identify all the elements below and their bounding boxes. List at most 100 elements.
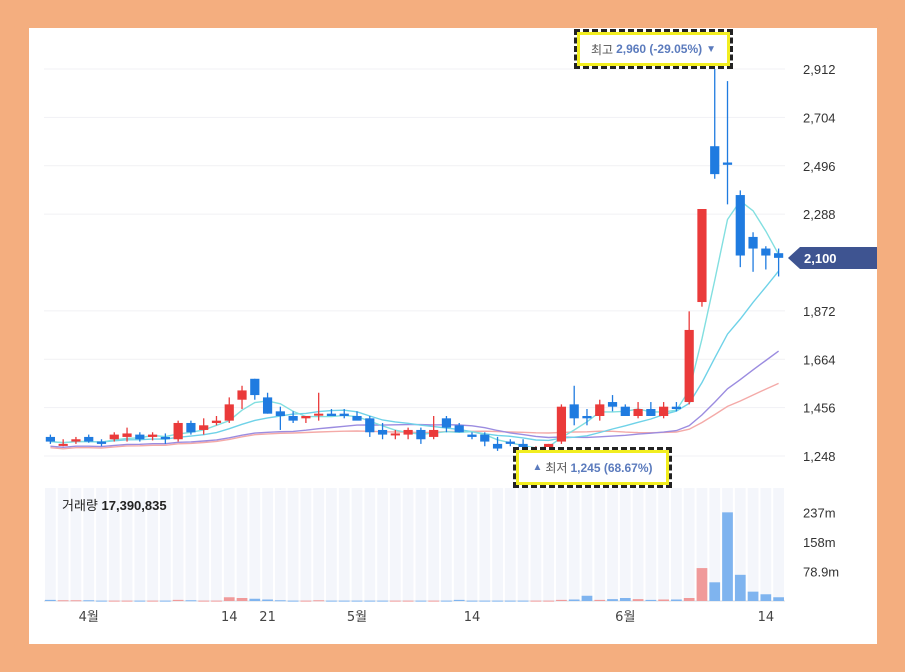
- volume-bar: [530, 600, 542, 602]
- volume-bar: [747, 591, 759, 601]
- price-tick-label: 2,704: [803, 110, 836, 125]
- volume-bar: [223, 597, 235, 601]
- volume-bar: [543, 600, 555, 602]
- candle-body: [735, 195, 745, 256]
- low-label: 최저: [545, 461, 568, 475]
- volume-bar: [108, 600, 120, 602]
- candle-body: [633, 409, 643, 416]
- volume-tick-label: 78.9m: [803, 564, 839, 579]
- candle-body: [96, 441, 107, 444]
- candle-body: [518, 443, 528, 449]
- volume-column-bg: [747, 488, 759, 601]
- volume-bar: [351, 600, 363, 602]
- volume-bar: [262, 599, 273, 601]
- volume-column-bg: [70, 488, 82, 601]
- volume-column-bg: [734, 488, 746, 601]
- candle-body: [761, 248, 771, 256]
- volume-bar: [645, 599, 657, 601]
- volume-column-bg: [619, 488, 631, 601]
- volume-column-bg: [211, 488, 222, 601]
- volume-bar: [134, 600, 146, 602]
- up-triangle-icon: ▲: [532, 462, 543, 473]
- volume-column-bg: [428, 488, 440, 601]
- volume-bar: [249, 598, 261, 601]
- volume-bar: [83, 600, 95, 602]
- high-value: 2,960 (-29.05%): [616, 42, 703, 56]
- candle-body: [250, 378, 260, 396]
- volume-bar: [338, 600, 350, 602]
- volume-bar: [607, 599, 618, 601]
- volume-column-bg: [760, 488, 772, 601]
- volume-column-bg: [671, 488, 682, 601]
- volume-column-bg: [709, 488, 721, 601]
- candle-body: [224, 404, 234, 421]
- volume-bar: [160, 600, 171, 602]
- volume-bar: [274, 600, 286, 602]
- volume-label: 거래량: [62, 498, 98, 513]
- candle-body: [671, 406, 682, 410]
- volume-column-bg: [364, 488, 376, 601]
- volume-column-bg: [313, 488, 325, 601]
- candle-body: [173, 422, 183, 440]
- volume-column-bg: [658, 488, 670, 601]
- candle-body: [314, 413, 324, 416]
- candle-body: [697, 209, 707, 303]
- candle-body: [722, 162, 733, 165]
- volume-column-bg: [632, 488, 644, 601]
- candle-body: [505, 441, 515, 444]
- low-price-marker: ▲ 최저 1,245 (68.67%): [513, 447, 672, 488]
- volume-column-bg: [351, 488, 363, 601]
- candle-body: [620, 406, 630, 416]
- candle-body: [199, 425, 209, 430]
- candle-body: [288, 415, 298, 421]
- volume-bar: [466, 600, 478, 602]
- volume-tick-label: 158m: [803, 535, 836, 550]
- volume-column-bg: [338, 488, 350, 601]
- x-tick-label: 21: [259, 610, 276, 625]
- x-tick-label: 4월: [79, 610, 99, 625]
- candle-body: [441, 418, 452, 428]
- candle-body: [748, 236, 758, 249]
- price-tick-label: 1,664: [803, 352, 836, 367]
- candle-body: [135, 434, 145, 440]
- candle-body: [646, 409, 656, 416]
- volume-column-bg: [57, 488, 69, 601]
- volume-bar: [121, 600, 133, 602]
- volume-column-bg: [159, 488, 171, 601]
- volume-bar: [172, 599, 184, 601]
- candle-body: [211, 420, 222, 423]
- volume-column-bg: [172, 488, 184, 601]
- volume-bar: [441, 600, 452, 602]
- volume-bar: [96, 600, 107, 602]
- candle-body: [467, 434, 477, 437]
- volume-legend: 거래량 17,390,835: [62, 495, 167, 514]
- volume-column-bg: [377, 488, 388, 601]
- volume-column-bg: [249, 488, 261, 601]
- volume-column-bg: [96, 488, 107, 601]
- volume-bar: [415, 600, 427, 602]
- volume-column-bg: [402, 488, 414, 601]
- candle-body: [71, 439, 81, 442]
- candle-body: [275, 411, 285, 416]
- volume-column-bg: [773, 488, 784, 601]
- volume-bar: [581, 595, 593, 601]
- volume-column-bg: [300, 488, 312, 601]
- volume-column-bg: [696, 488, 708, 601]
- candle-body: [429, 429, 439, 437]
- volume-column-bg: [121, 488, 133, 601]
- volume-column-bg: [108, 488, 120, 601]
- price-tick-label: 2,288: [803, 207, 836, 222]
- volume-column-bg: [198, 488, 210, 601]
- volume-column-bg: [223, 488, 235, 601]
- volume-column-bg: [134, 488, 146, 601]
- candle-body: [352, 415, 362, 421]
- volume-column-bg: [274, 488, 286, 601]
- candle-body: [480, 434, 490, 442]
- candle-body: [582, 415, 592, 419]
- candle-body: [492, 443, 503, 449]
- volume-bar: [287, 600, 299, 602]
- candle-body: [556, 406, 567, 442]
- volume-bar: [185, 600, 197, 602]
- volume-bar: [57, 600, 69, 602]
